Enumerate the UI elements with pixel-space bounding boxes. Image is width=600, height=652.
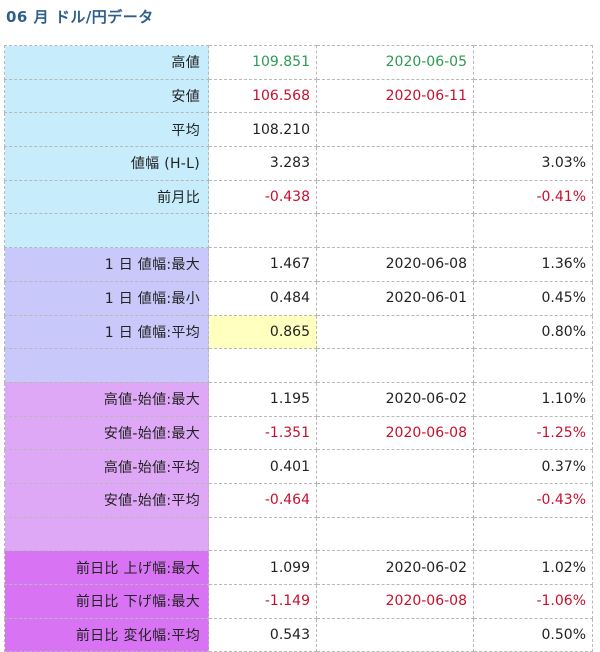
row-percent: 0.80% bbox=[473, 315, 593, 350]
row-value bbox=[208, 517, 317, 552]
row-percent: -0.43% bbox=[473, 483, 593, 518]
row-label: 平均 bbox=[4, 112, 209, 148]
row-value: 0.865 bbox=[208, 315, 317, 350]
row-date bbox=[316, 213, 474, 249]
row-date: 2020-06-08 bbox=[316, 247, 474, 282]
row-date bbox=[316, 483, 474, 518]
row-label: 1 日 値幅:平均 bbox=[4, 315, 209, 350]
table-row: 安値 106.568 2020-06-11 bbox=[4, 79, 593, 114]
table-row: 前日比 変化幅:平均 0.543 0.50% bbox=[4, 618, 593, 652]
row-value: 0.401 bbox=[208, 449, 317, 484]
row-percent: -0.41% bbox=[473, 180, 593, 215]
table-row bbox=[4, 517, 593, 552]
row-label: 1 日 値幅:最大 bbox=[4, 247, 209, 282]
row-date bbox=[316, 449, 474, 484]
row-date bbox=[316, 146, 474, 181]
row-percent: 1.02% bbox=[473, 550, 593, 585]
table-row: 1 日 値幅:最大 1.467 2020-06-08 1.36% bbox=[4, 247, 593, 282]
row-date bbox=[316, 112, 474, 148]
row-date: 2020-06-02 bbox=[316, 382, 474, 417]
table-row bbox=[4, 213, 593, 249]
row-label: 前月比 bbox=[4, 180, 209, 215]
table-row: 前月比 -0.438 -0.41% bbox=[4, 180, 593, 215]
row-label: 高値-始値:平均 bbox=[4, 449, 209, 484]
row-percent: 1.10% bbox=[473, 382, 593, 417]
row-percent: 0.37% bbox=[473, 449, 593, 484]
table-row: 安値-始値:平均 -0.464 -0.43% bbox=[4, 483, 593, 518]
table-row: 高値 109.851 2020-06-05 bbox=[4, 45, 593, 80]
row-date: 2020-06-05 bbox=[316, 45, 474, 80]
row-percent bbox=[473, 517, 593, 552]
row-label: 安値 bbox=[4, 79, 209, 114]
row-value: -0.464 bbox=[208, 483, 317, 518]
row-value: 108.210 bbox=[208, 112, 317, 148]
table-row: 高値-始値:平均 0.401 0.37% bbox=[4, 449, 593, 484]
row-percent: 0.50% bbox=[473, 618, 593, 652]
row-label: 値幅 (H-L) bbox=[4, 146, 209, 181]
row-value bbox=[208, 348, 317, 383]
row-percent: -1.25% bbox=[473, 416, 593, 451]
table-row bbox=[4, 348, 593, 383]
row-value: 1.467 bbox=[208, 247, 317, 282]
table-row: 前日比 下げ幅:最大 -1.149 2020-06-08 -1.06% bbox=[4, 584, 593, 619]
row-value: 0.484 bbox=[208, 281, 317, 316]
row-date: 2020-06-08 bbox=[316, 416, 474, 451]
row-percent bbox=[473, 45, 593, 80]
row-label: 安値-始値:平均 bbox=[4, 483, 209, 518]
table-row: 安値-始値:最大 -1.351 2020-06-08 -1.25% bbox=[4, 416, 593, 451]
row-percent bbox=[473, 348, 593, 383]
row-value: 0.543 bbox=[208, 618, 317, 652]
row-percent: 0.45% bbox=[473, 281, 593, 316]
row-label bbox=[4, 213, 209, 249]
table-row: 値幅 (H-L) 3.283 3.03% bbox=[4, 146, 593, 181]
row-value: -0.438 bbox=[208, 180, 317, 215]
row-date: 2020-06-11 bbox=[316, 79, 474, 114]
row-value: -1.149 bbox=[208, 584, 317, 619]
table-row: 1 日 値幅:平均 0.865 0.80% bbox=[4, 315, 593, 350]
row-date: 2020-06-01 bbox=[316, 281, 474, 316]
table-row: 平均 108.210 bbox=[4, 112, 593, 148]
table-body: 高値 109.851 2020-06-05 安値 106.568 2020-06-11 平均… bbox=[4, 45, 593, 652]
page-title: 06 月 ドル/円データ bbox=[6, 8, 154, 26]
row-value: -1.351 bbox=[208, 416, 317, 451]
row-percent bbox=[473, 112, 593, 148]
row-label: 高値-始値:最大 bbox=[4, 382, 209, 417]
row-percent bbox=[473, 79, 593, 114]
row-date bbox=[316, 315, 474, 350]
row-label: 前日比 変化幅:平均 bbox=[4, 618, 209, 652]
row-percent: -1.06% bbox=[473, 584, 593, 619]
row-date bbox=[316, 180, 474, 215]
row-label: 前日比 下げ幅:最大 bbox=[4, 584, 209, 619]
row-label bbox=[4, 517, 209, 552]
table-row: 前日比 上げ幅:最大 1.099 2020-06-02 1.02% bbox=[4, 550, 593, 585]
row-percent bbox=[473, 213, 593, 249]
row-label: 安値-始値:最大 bbox=[4, 416, 209, 451]
row-value: 3.283 bbox=[208, 146, 317, 181]
row-date: 2020-06-02 bbox=[316, 550, 474, 585]
row-date bbox=[316, 348, 474, 383]
row-percent: 1.36% bbox=[473, 247, 593, 282]
row-value: 1.099 bbox=[208, 550, 317, 585]
row-value: 109.851 bbox=[208, 45, 317, 80]
row-date bbox=[316, 618, 474, 652]
row-date bbox=[316, 517, 474, 552]
usd-jpy-data-table: 高値 109.851 2020-06-05 安値 106.568 2020-06-11 平均… bbox=[4, 45, 593, 652]
table-row: 1 日 値幅:最小 0.484 2020-06-01 0.45% bbox=[4, 281, 593, 316]
row-value: 1.195 bbox=[208, 382, 317, 417]
row-label: 1 日 値幅:最小 bbox=[4, 281, 209, 316]
table-row: 高値-始値:最大 1.195 2020-06-02 1.10% bbox=[4, 382, 593, 417]
row-percent: 3.03% bbox=[473, 146, 593, 181]
row-value bbox=[208, 213, 317, 249]
row-date: 2020-06-08 bbox=[316, 584, 474, 619]
row-label: 高値 bbox=[4, 45, 209, 80]
row-label bbox=[4, 348, 209, 383]
row-label: 前日比 上げ幅:最大 bbox=[4, 550, 209, 585]
row-value: 106.568 bbox=[208, 79, 317, 114]
